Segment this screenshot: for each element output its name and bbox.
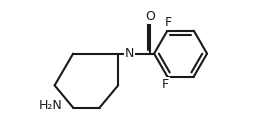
Text: F: F [162, 78, 169, 91]
Text: F: F [165, 16, 172, 29]
Text: O: O [145, 10, 155, 23]
Text: H₂N: H₂N [39, 99, 63, 112]
Text: N: N [125, 47, 134, 60]
